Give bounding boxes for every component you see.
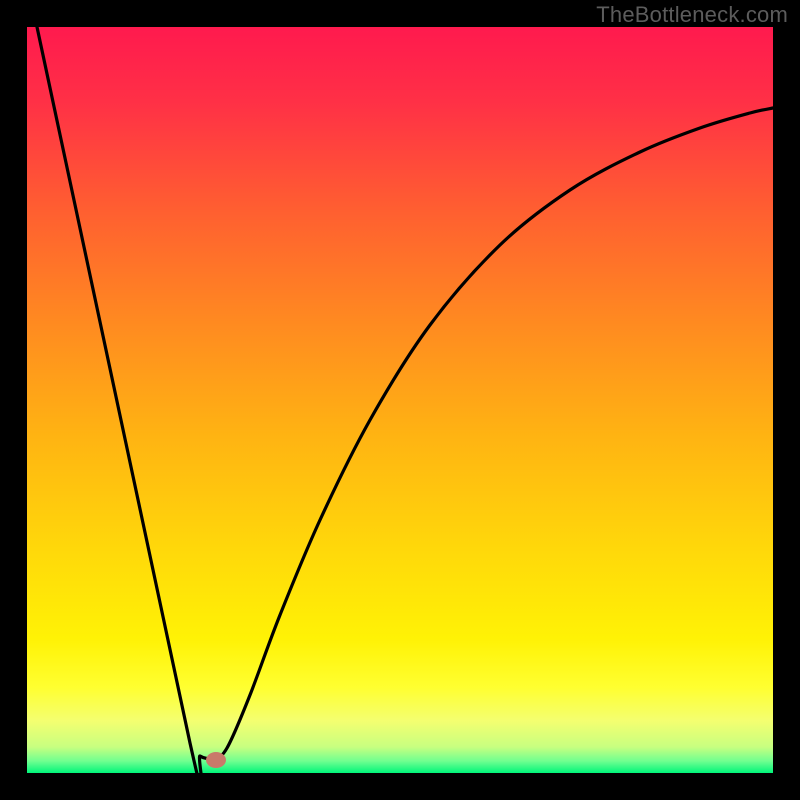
chart-container: TheBottleneck.com (0, 0, 800, 800)
watermark-text: TheBottleneck.com (596, 2, 788, 28)
plot-area (27, 27, 773, 773)
optimal-marker (206, 752, 226, 768)
bottleneck-chart (0, 0, 800, 800)
